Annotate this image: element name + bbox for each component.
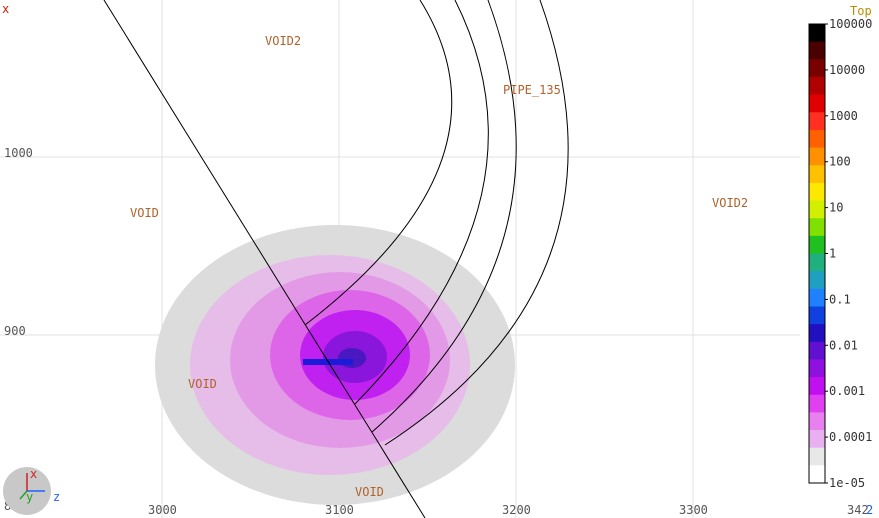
colorbar-swatch	[809, 94, 825, 113]
region-label-void2-top: VOID2	[265, 34, 301, 48]
colorbar-swatch	[809, 394, 825, 413]
colorbar-swatch	[809, 253, 825, 272]
colorbar: 100000 10000 1000 100 10 1 0.1 0.01 0.001 0.0001 1…	[808, 17, 872, 490]
colorbar-swatch	[809, 59, 825, 78]
colorbar-swatch	[809, 218, 825, 237]
colorbar-label: 1e-05	[829, 476, 865, 490]
top-view-label[interactable]: Top	[850, 4, 872, 18]
colorbar-swatch	[809, 200, 825, 219]
colorbar-swatch	[809, 112, 825, 131]
colorbar-swatch	[809, 465, 825, 484]
gizmo-z-label: z	[53, 490, 60, 504]
region-label-void-center: VOID	[188, 377, 217, 391]
region-label-pipe-135: PIPE_135	[503, 83, 561, 97]
colorbar-label: 100	[829, 155, 851, 169]
axis-gizmo[interactable]: x y z	[3, 467, 60, 515]
colorbar-label: 100000	[829, 17, 872, 31]
colorbar-swatch	[809, 359, 825, 378]
colorbar-swatch	[809, 430, 825, 449]
colorbar-swatch	[809, 235, 825, 254]
colorbar-swatch	[809, 447, 825, 466]
x-tick-3000: 3000	[148, 503, 177, 517]
corner-marker[interactable]: x	[2, 2, 9, 16]
colorbar-swatch	[809, 129, 825, 149]
colorbar-swatch	[809, 412, 825, 431]
colorbar-label: 10	[829, 201, 843, 215]
colorbar-swatch	[809, 182, 825, 202]
colorbar-swatch	[809, 147, 825, 166]
colorbar-swatch	[809, 288, 825, 307]
x-tick-3300: 3300	[679, 503, 708, 517]
region-label-void2-right: VOID2	[712, 196, 748, 210]
score-heatmap	[155, 225, 515, 505]
gizmo-y-label: y	[26, 490, 33, 504]
colorbar-swatch	[809, 324, 825, 343]
colorbar-label: 10000	[829, 63, 865, 77]
colorbar-label: 0.0001	[829, 430, 872, 444]
y-tick-900: 900	[4, 324, 26, 338]
gizmo-x-label: x	[30, 467, 37, 481]
colorbar-swatch	[809, 377, 825, 396]
colorbar-swatch	[809, 24, 825, 43]
colorbar-label: 1000	[829, 109, 858, 123]
colorbar-swatch	[809, 306, 825, 325]
geometry-outlines	[103, 0, 569, 518]
region-label-void-bottom: VOID	[355, 485, 384, 499]
colorbar-label: 1	[829, 247, 836, 261]
colorbar-label: 0.01	[829, 338, 858, 352]
colorbar-label: 0.1	[829, 292, 851, 306]
x-tick-3100: 3100	[325, 503, 354, 517]
bottom-right-marker[interactable]: 2	[866, 503, 873, 517]
colorbar-swatch	[809, 165, 825, 184]
y-tick-1000: 1000	[4, 146, 33, 160]
grid	[0, 0, 800, 518]
colorbar-label: 0.001	[829, 384, 865, 398]
x-tick-3200: 3200	[502, 503, 531, 517]
colorbar-swatch	[809, 341, 825, 360]
colorbar-swatch	[809, 76, 825, 96]
colorbar-swatch	[809, 271, 825, 290]
colorbar-swatch	[809, 41, 825, 60]
region-label-void-left: VOID	[130, 206, 159, 220]
x-tick-342: 342	[847, 503, 869, 517]
